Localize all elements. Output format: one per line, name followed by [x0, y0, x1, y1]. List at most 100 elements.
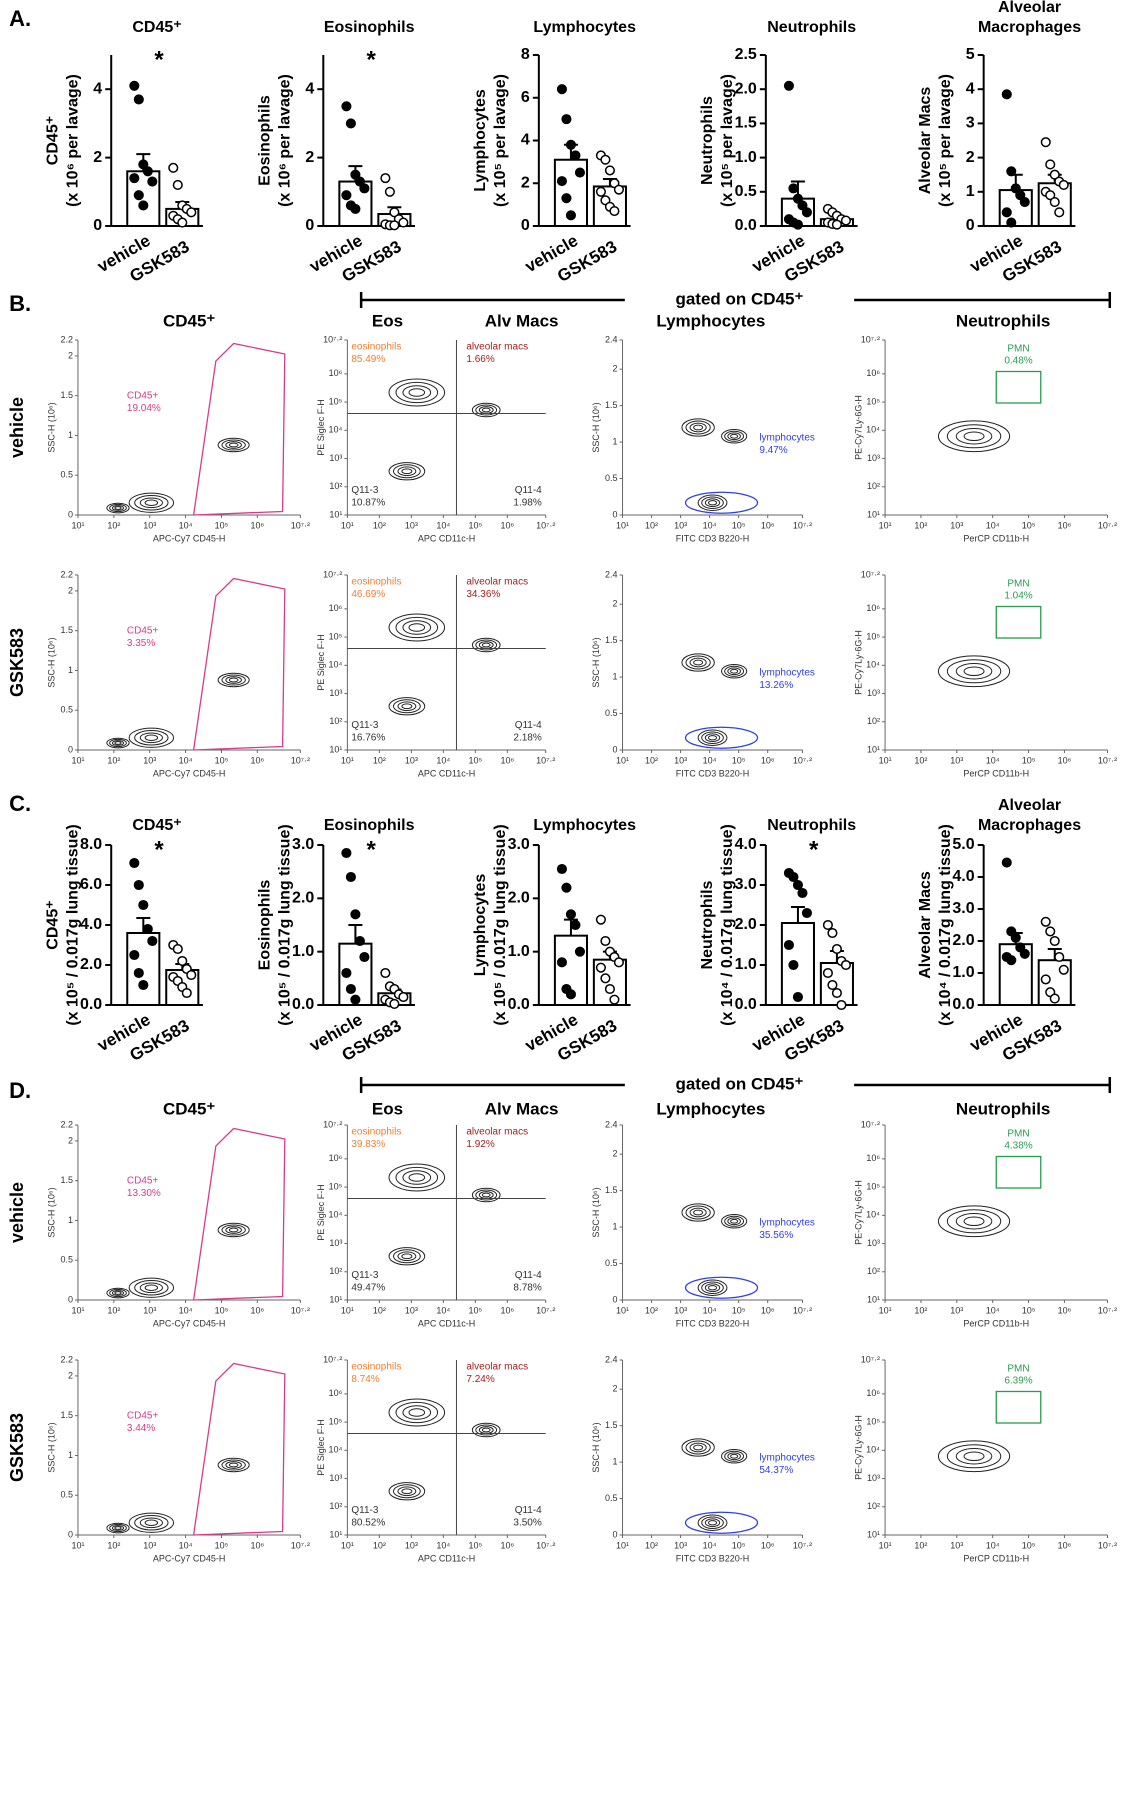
- gate-name: Q11-4: [515, 1505, 542, 1516]
- gate-name: eosinophils: [351, 1127, 401, 1138]
- data-point: [556, 176, 567, 187]
- x-tick-label: 10²: [107, 1305, 120, 1315]
- plot-axes: [77, 340, 301, 516]
- data-point: [1006, 166, 1017, 177]
- contour: [144, 499, 159, 506]
- contour: [221, 674, 246, 686]
- contour: [111, 740, 125, 746]
- data-point: [1049, 935, 1060, 947]
- contour: [963, 1216, 985, 1227]
- y-tick-label: 10⁶: [866, 603, 880, 613]
- data-point: [341, 967, 352, 979]
- data-point: [565, 139, 576, 150]
- x-tick-label: 10¹: [71, 1540, 84, 1550]
- gate-percent: 3.50%: [513, 1517, 541, 1528]
- x-axis-label: APC CD11c-H: [418, 1318, 475, 1328]
- y-tick-label: 2.4: [605, 334, 618, 344]
- y-tick-label: 0.5: [60, 705, 73, 715]
- y-tick-label: 1.5: [60, 390, 73, 400]
- y-tick-label: 4: [305, 80, 314, 97]
- data-point: [1040, 137, 1051, 148]
- gate-percent: 34.36%: [466, 589, 500, 600]
- contour: [707, 500, 718, 506]
- contour: [685, 1440, 711, 1455]
- contour: [730, 668, 739, 674]
- data-point: [380, 173, 391, 184]
- x-tick-label: 10⁴: [179, 755, 193, 765]
- contour: [392, 464, 421, 479]
- x-tick-label: 10⁷·²: [291, 1540, 310, 1550]
- y-tick-label: 10³: [867, 453, 880, 463]
- gate-name: lymphocytes: [759, 433, 815, 444]
- y-axis-label: SSC-H (10⁶): [46, 402, 56, 452]
- y-tick-label: 10⁴: [866, 1445, 880, 1455]
- gate: [995, 605, 1042, 639]
- x-tick-label: 10⁷·²: [793, 1540, 812, 1550]
- plot-axes: [622, 1125, 803, 1301]
- contour: [697, 1514, 728, 1531]
- contour: [471, 1187, 501, 1203]
- row-label: GSK583: [7, 1413, 27, 1482]
- data-point: [129, 173, 140, 184]
- contour: [106, 502, 130, 514]
- data-point: [1006, 217, 1017, 228]
- contour: [402, 1405, 432, 1420]
- y-tick-label: 2: [93, 149, 102, 166]
- flow-plot: 10¹ 10² 10³ 10⁴ 10⁵ 10⁶ 10⁷·² 0 0.5 1 1.5 2 2.2 APC-C…: [46, 334, 310, 543]
- y-tick-label: 1.5: [60, 1410, 73, 1420]
- x-tick-label: 10²: [914, 1540, 927, 1550]
- x-tick-label: 10⁶: [761, 755, 775, 765]
- x-tick-label: 10⁴: [986, 755, 1000, 765]
- y-tick-label: 10¹: [867, 1529, 880, 1539]
- x-tick-label: 10¹: [616, 1305, 629, 1315]
- x-tick-label: 10⁶: [761, 1540, 775, 1550]
- x-tick-label: 10¹: [616, 1540, 629, 1550]
- y-tick-label: 1: [68, 665, 73, 675]
- y-tick-label: 1.5: [60, 1175, 73, 1185]
- data-point: [561, 114, 572, 125]
- x-tick-label: 10⁷·²: [1098, 520, 1117, 530]
- y-tick-label: 0.5: [60, 1255, 73, 1265]
- row-label: vehicle: [7, 397, 27, 458]
- y-tick-label: 10⁷·²: [323, 334, 342, 344]
- contour: [471, 637, 501, 653]
- y-axis-label: SSC-H (10⁶): [591, 637, 601, 687]
- x-tick-label: 10²: [914, 520, 927, 530]
- x-tick-label: 10¹: [341, 1540, 354, 1550]
- x-axis-label: PerCP CD11b-H: [963, 1553, 1029, 1563]
- y-tick-label: 2.2: [60, 1119, 73, 1129]
- contour: [228, 442, 239, 448]
- y-tick-label: 10³: [329, 1238, 342, 1248]
- y-tick-label: 10¹: [867, 1294, 880, 1304]
- x-tick-label: 10³: [143, 1305, 156, 1315]
- gate-name: Q11-4: [515, 720, 542, 731]
- y-tick-label: 10⁶: [866, 1388, 880, 1398]
- contour: [693, 659, 704, 666]
- contour: [697, 729, 728, 746]
- y-axis-label: (x 10⁴ / 0.017g lung tissue): [937, 824, 954, 1026]
- contour: [681, 1438, 715, 1457]
- y-tick-label: 10⁵: [866, 1181, 880, 1191]
- chart-title: Alveolar: [998, 797, 1061, 814]
- row-label: GSK583: [7, 628, 27, 697]
- contour: [471, 1422, 501, 1438]
- contour: [388, 1398, 446, 1427]
- contour: [704, 1283, 721, 1293]
- contour: [221, 1224, 246, 1236]
- data-point: [574, 167, 585, 178]
- x-tick-label: 10²: [107, 1540, 120, 1550]
- y-tick-label: 10⁷·²: [861, 1354, 880, 1364]
- y-tick-label: 1.0: [735, 149, 757, 166]
- y-axis-label: (x 10⁶ per lavage): [64, 74, 81, 207]
- contour: [689, 1442, 707, 1453]
- y-tick-label: 0.5: [735, 183, 757, 200]
- y-axis-label: (x 10⁵ / 0.017g lung tissue): [492, 824, 509, 1025]
- panel-label: A.: [9, 6, 31, 31]
- gate-name: PMN: [1007, 1128, 1029, 1139]
- y-tick-label: 10⁷·²: [323, 569, 342, 579]
- contour: [139, 1282, 163, 1294]
- data-point: [133, 190, 144, 201]
